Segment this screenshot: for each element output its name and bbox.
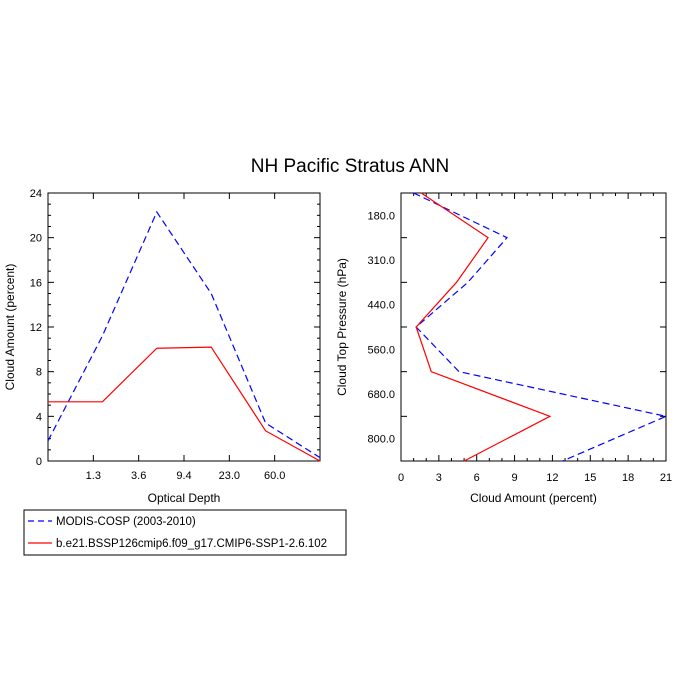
right-series-line-0 — [413, 192, 668, 462]
left-y-tick-label: 4 — [36, 411, 42, 423]
chart-title: NH Pacific Stratus ANN — [251, 156, 450, 177]
left-series-line-1 — [48, 346, 321, 462]
right-y-tick-label: 180.0 — [367, 210, 395, 222]
left-y-tick-label: 24 — [30, 188, 42, 200]
legend-box — [23, 509, 347, 556]
right-x-tick-label: 0 — [398, 472, 404, 484]
left-y-tick-label: 16 — [30, 277, 42, 289]
right-panel: 0 3 6 9 12 15 18 21 180.0 310.0 440.0 560.0 680.0 800… — [335, 192, 672, 505]
right-y-tick-label: 800.0 — [367, 434, 395, 446]
right-x-tick-label: 18 — [622, 472, 634, 484]
legend-label-0: MODIS-COSP (2003-2010) — [56, 516, 196, 528]
left-y-axis-label: Cloud Amount (percent) — [3, 264, 17, 391]
left-panel: 0 4 8 12 16 20 24 1.3 3.6 9.4 23.0 60.0 Optical Dept… — [3, 188, 321, 505]
right-series-line-1 — [415, 192, 552, 462]
left-x-tick-label: 3.6 — [131, 470, 146, 482]
right-x-tick-label: 6 — [474, 472, 480, 484]
right-x-tick-label: 12 — [546, 472, 558, 484]
left-x-axis-label: Optical Depth — [148, 491, 221, 505]
left-x-tick-label: 23.0 — [219, 470, 240, 482]
left-x-tick-label: 60.0 — [264, 470, 285, 482]
right-y-axis-label: Cloud Top Pressure (hPa) — [335, 258, 349, 396]
left-y-tick-label: 8 — [36, 367, 42, 379]
right-x-tick-label: 21 — [660, 472, 672, 484]
right-y-tick-label: 310.0 — [367, 255, 395, 267]
right-x-tick-label: 3 — [436, 472, 442, 484]
right-x-axis-label: Cloud Amount (percent) — [470, 491, 597, 505]
right-x-tick-label: 15 — [584, 472, 596, 484]
right-y-tick-label: 560.0 — [367, 344, 395, 356]
left-y-tick-label: 20 — [30, 233, 42, 245]
left-series-line-0 — [47, 210, 321, 459]
right-y-tick-label: 440.0 — [367, 300, 395, 312]
right-plot-frame — [400, 192, 667, 462]
right-y-tick-label: 680.0 — [367, 389, 395, 401]
right-x-tick-label: 9 — [512, 472, 518, 484]
left-plot-frame — [47, 192, 321, 462]
legend-label-1: b.e21.BSSP126cmip6.f09_g17.CMIP6-SSP1-2.… — [56, 538, 327, 550]
left-y-tick-label: 12 — [30, 322, 42, 334]
left-x-tick-label: 9.4 — [176, 470, 191, 482]
left-y-tick-label: 0 — [36, 456, 42, 468]
left-x-tick-label: 1.3 — [86, 470, 101, 482]
legend: MODIS-COSP (2003-2010) b.e21.BSSP126cmip… — [23, 509, 347, 556]
